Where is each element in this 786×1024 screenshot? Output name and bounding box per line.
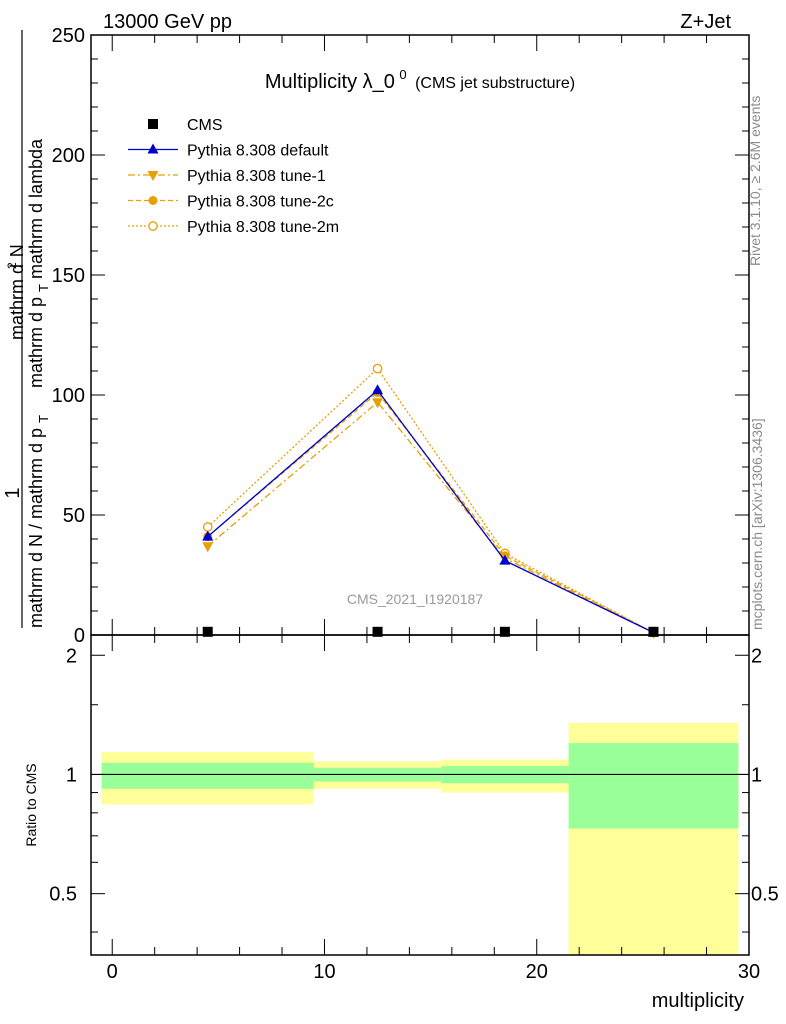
- ratio-band-inner-3: [568, 743, 739, 829]
- series-line-default: [207, 389, 654, 634]
- legend-label-tune2c: Pythia 8.308 tune-2c: [187, 194, 334, 211]
- main-ytick-label-250: 250: [52, 25, 85, 47]
- frac2-den-text: mathrm d p: [26, 297, 46, 388]
- mcplots-label: mcplots.cern.ch [arXiv:1306.3436]: [749, 418, 765, 630]
- analysis-watermark: CMS_2021_I1920187: [347, 591, 483, 607]
- series-point-data-3: [648, 626, 659, 637]
- ylabel-den-sub: T: [36, 415, 51, 423]
- title-main: Multiplicity λ_0: [265, 71, 395, 93]
- series-point-tune2m-1: [372, 363, 383, 374]
- series-line-tune2c: [207, 391, 654, 634]
- legend-marker-tune1: [147, 171, 159, 181]
- series-point-data-1: [372, 626, 383, 637]
- frac2-den-tail: mathrm d lambda: [26, 138, 46, 279]
- series-line-tune2m: [207, 367, 654, 634]
- series-point-tune1-0: [202, 542, 214, 553]
- legend: CMS Pythia 8.308 default Pythia 8.308 tune…: [128, 117, 339, 236]
- legend-marker-data: [148, 119, 158, 129]
- main-series-layer: [202, 363, 659, 639]
- ratio-ytick-label-right-0.5: 0.5: [751, 884, 779, 906]
- series-point-default-1: [372, 384, 384, 395]
- xtick-label-10: 10: [313, 961, 335, 983]
- ratio-ytick-label-2: 2: [66, 645, 77, 667]
- main-ytick-label-0: 0: [74, 625, 85, 647]
- ratio-ytick-label-0.5: 0.5: [49, 884, 77, 906]
- series-line-tune1: [207, 401, 654, 634]
- series-point-default-0: [202, 530, 214, 541]
- main-axes: 0 50 100 150 200 250: [52, 25, 750, 647]
- ratio-ytick-label-1: 1: [66, 764, 77, 786]
- legend-label-tune2m: Pythia 8.308 tune-2m: [187, 219, 339, 236]
- legend-label-default: Pythia 8.308 default: [187, 143, 329, 160]
- series-point-default-2: [499, 554, 511, 565]
- ratio-ytick-label-right-1: 1: [751, 764, 762, 786]
- legend-marker-default: [147, 143, 159, 154]
- ylabel-den-text: mathrm d N / mathrm d p: [26, 428, 46, 628]
- ratio-bands: [101, 722, 739, 955]
- frac2-num-sup: 2: [5, 262, 19, 269]
- header-right: Z+Jet: [680, 11, 731, 33]
- legend-marker-tune2m: [148, 221, 158, 231]
- legend-marker-tune2c: [148, 196, 158, 205]
- main-ytick-label-200: 200: [52, 145, 85, 167]
- ratio-band-inner-0: [101, 762, 314, 789]
- main-ytick-label-50: 50: [63, 505, 85, 527]
- main-ylabel: 1 mathrm d N / mathrm d p T: [2, 30, 51, 628]
- legend-label-tune1: Pythia 8.308 tune-1: [187, 168, 326, 185]
- ratio-ytick-label-right-2: 2: [751, 645, 762, 667]
- xtick-label-30: 30: [738, 961, 760, 983]
- series-point-data-2: [499, 626, 510, 637]
- xtick-label-20: 20: [526, 961, 548, 983]
- legend-label-data: CMS: [187, 117, 223, 134]
- title-sup: 0: [399, 67, 406, 82]
- header-left: 13000 GeV pp: [103, 11, 232, 33]
- ratio-ylabel: Ratio to CMS: [23, 763, 39, 846]
- frac2-den-sub: T: [36, 284, 51, 292]
- main-ytick-label-100: 100: [52, 385, 85, 407]
- ratio-axes: 0.5 0.51 12 20 10 20 30: [49, 634, 779, 983]
- main-ytick-label-150: 150: [52, 265, 85, 287]
- series-point-data-0: [202, 626, 213, 637]
- frac2-num-text: mathrm d: [7, 264, 27, 340]
- ylabel-frac2-den: mathrm d p T mathrm d lambda: [26, 138, 52, 388]
- series-point-tune1-1: [372, 398, 384, 409]
- ratio-frame: [90, 634, 750, 956]
- xtick-label-0: 0: [107, 961, 118, 983]
- series-point-tune2m-0: [202, 522, 213, 532]
- main-ylabel-inner-fraction: mathrm d 2 N mathrm d p T mathrm d lambd…: [0, 138, 52, 388]
- xlabel: multiplicity: [652, 990, 744, 1012]
- rivet-label: Rivet 3.1.10, ≥ 2.6M events: [747, 96, 763, 266]
- title-sub: (CMS jet substructure): [415, 75, 575, 92]
- frac2-num-tail: N: [7, 244, 27, 257]
- chart-title: Multiplicity λ_0 0 (CMS jet substructure…: [265, 66, 575, 93]
- ylabel-numerator: 1: [2, 487, 24, 498]
- ylabel-denominator: mathrm d N / mathrm d p T: [26, 415, 51, 628]
- ylabel-frac2-num: mathrm d 2 N: [0, 244, 27, 340]
